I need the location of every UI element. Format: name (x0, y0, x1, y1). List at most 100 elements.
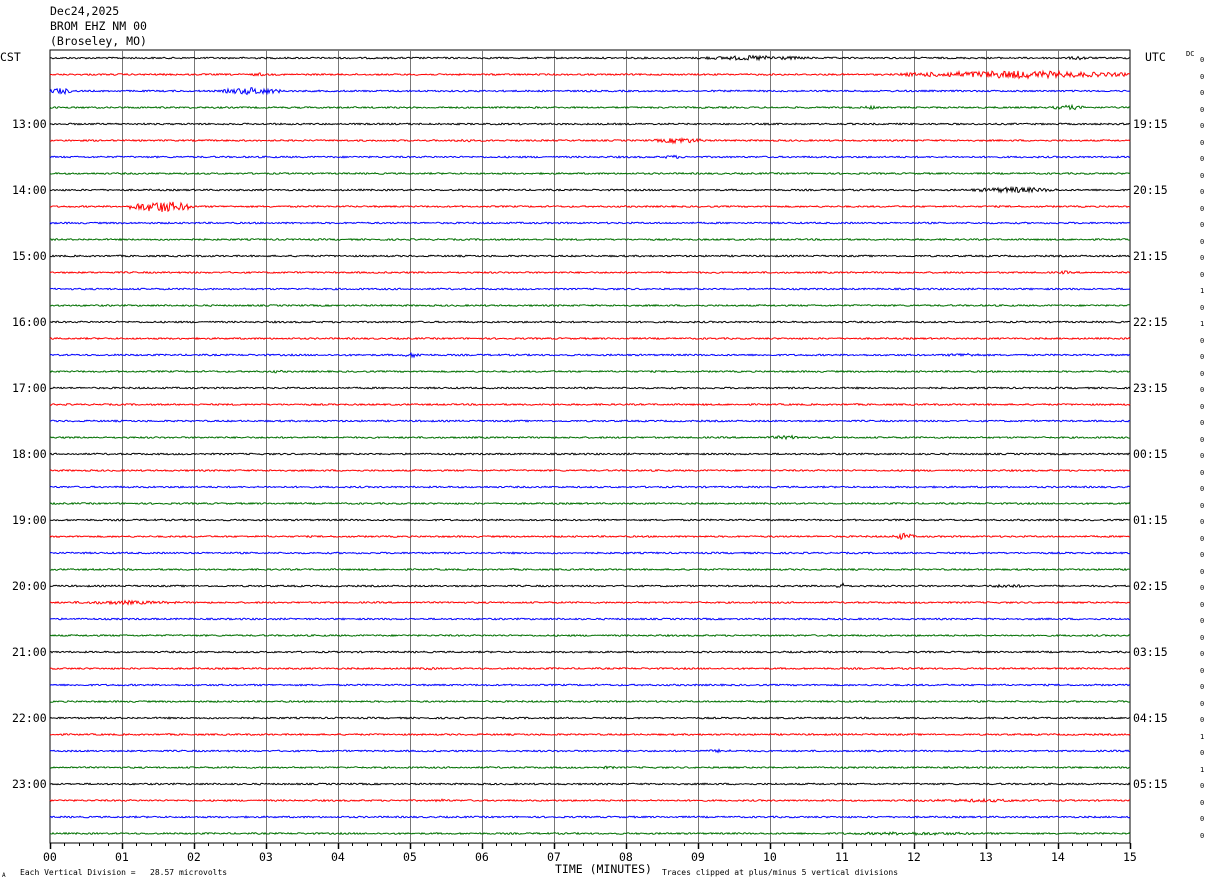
dc-offset-value: 0 (1200, 468, 1205, 477)
dc-offset-value: 0 (1200, 501, 1205, 510)
right-hour-label: 02:15 (1133, 579, 1168, 593)
dc-offset-value: 0 (1200, 303, 1205, 312)
location-label: (Broseley, MO) (50, 34, 147, 48)
x-tick-label: 14 (1051, 850, 1065, 864)
right-hour-label: 22:15 (1133, 315, 1168, 329)
dc-offset-value: 0 (1200, 584, 1205, 592)
seismic-trace (49, 650, 1131, 654)
dc-offset-value: 0 (1200, 633, 1205, 642)
x-tick-label: 04 (331, 850, 345, 864)
seismic-trace (49, 434, 1131, 441)
x-tick-label: 06 (475, 850, 489, 864)
seismic-trace (49, 369, 1131, 374)
seismic-trace (49, 270, 1131, 275)
dc-offset-value: 1 (1200, 732, 1205, 741)
seismic-trace (49, 452, 1131, 456)
seismic-trace (49, 666, 1131, 671)
dc-offset-value: 1 (1200, 320, 1205, 328)
left-hour-label: 23:00 (12, 777, 47, 791)
seismic-trace (49, 320, 1131, 324)
seismic-trace (49, 122, 1131, 126)
right-hour-label: 23:15 (1133, 381, 1168, 395)
seismic-trace (49, 815, 1131, 819)
seismic-trace (49, 765, 1131, 770)
x-tick-label: 05 (403, 850, 417, 864)
x-tick-label: 11 (835, 850, 849, 864)
seismic-trace (49, 103, 1131, 111)
right-hour-label: 01:15 (1133, 513, 1168, 527)
left-hour-label: 18:00 (12, 447, 47, 461)
x-tick-label: 03 (259, 850, 273, 864)
seismic-trace (50, 518, 1131, 522)
dc-offset-value: 0 (1200, 204, 1205, 213)
dc-offset-value: 0 (1200, 452, 1205, 460)
dc-offset-value: 0 (1200, 435, 1205, 444)
left-hour-label: 14:00 (12, 183, 47, 197)
seismic-trace (49, 402, 1131, 407)
corner-mark: A (2, 872, 6, 879)
dc-offset-value: 0 (1200, 782, 1205, 790)
seismic-trace (49, 582, 1131, 589)
seismic-trace (49, 501, 1131, 506)
dc-offset-value: 0 (1200, 815, 1205, 823)
dc-offset-value: 0 (1200, 138, 1205, 147)
seismic-trace (49, 287, 1131, 291)
seismic-trace (49, 303, 1131, 308)
seismic-trace (49, 221, 1131, 225)
dc-offset-value: 0 (1200, 369, 1205, 378)
seismic-trace (49, 419, 1131, 423)
dc-offset-value: 0 (1200, 188, 1205, 196)
dc-offset-value: 0 (1200, 89, 1205, 97)
dc-offset-value: 0 (1200, 386, 1205, 394)
dc-offset-value: 0 (1200, 699, 1205, 708)
seismic-trace (49, 137, 1131, 145)
date-label: Dec24,2025 (50, 4, 120, 18)
seismic-trace (49, 237, 1131, 242)
dc-offset-value: 0 (1200, 171, 1205, 180)
x-tick-label: 15 (1123, 850, 1137, 864)
seismic-trace (49, 386, 1131, 390)
seismic-trace (49, 797, 1131, 803)
left-hour-label: 16:00 (12, 315, 47, 329)
dc-offset-value: 0 (1200, 567, 1205, 576)
seismic-trace (49, 716, 1131, 720)
right-hour-label: 03:15 (1133, 645, 1168, 659)
x-tick-label: 12 (907, 850, 921, 864)
right-hour-label: 00:15 (1133, 447, 1168, 461)
left-hour-label: 22:00 (12, 711, 47, 725)
seismic-trace (49, 617, 1131, 621)
seismic-trace (49, 185, 1130, 194)
seismic-trace (49, 551, 1131, 555)
seismic-trace (49, 599, 1131, 606)
dc-offset-value: 0 (1200, 254, 1205, 262)
seismic-trace (49, 567, 1130, 572)
seismic-trace (49, 732, 1131, 737)
dc-header-label: DC (1186, 50, 1195, 58)
dc-offset-value: 0 (1200, 518, 1205, 526)
right-hour-label: 05:15 (1133, 777, 1168, 791)
seismic-trace (49, 485, 1131, 489)
clip-note: Traces clipped at plus/minus 5 vertical … (662, 868, 899, 877)
dc-offset-value: 0 (1200, 353, 1205, 361)
dc-offset-value: 0 (1200, 56, 1205, 64)
dc-offset-value: 0 (1200, 534, 1205, 543)
dc-offset-value: 0 (1200, 650, 1205, 658)
dc-offset-value: 0 (1200, 72, 1205, 81)
right-hour-label: 19:15 (1133, 117, 1168, 131)
seismic-trace (49, 54, 1131, 62)
dc-offset-value: 0 (1200, 336, 1205, 345)
plot-frame (49, 49, 1131, 844)
station-label: BROM EHZ NM 00 (50, 19, 147, 33)
x-tick-label: 02 (187, 850, 201, 864)
seismic-trace (49, 69, 1131, 80)
left-hour-label: 19:00 (12, 513, 47, 527)
x-tick-label: 00 (43, 850, 57, 864)
x-tick-label: 08 (619, 850, 633, 864)
dc-offset-value: 0 (1200, 402, 1205, 411)
x-tick-label: 01 (115, 850, 129, 864)
seismic-trace (49, 699, 1131, 704)
seismic-trace (49, 87, 1131, 96)
right-timezone-label: UTC (1145, 50, 1166, 64)
dc-offset-value: 0 (1200, 798, 1205, 807)
